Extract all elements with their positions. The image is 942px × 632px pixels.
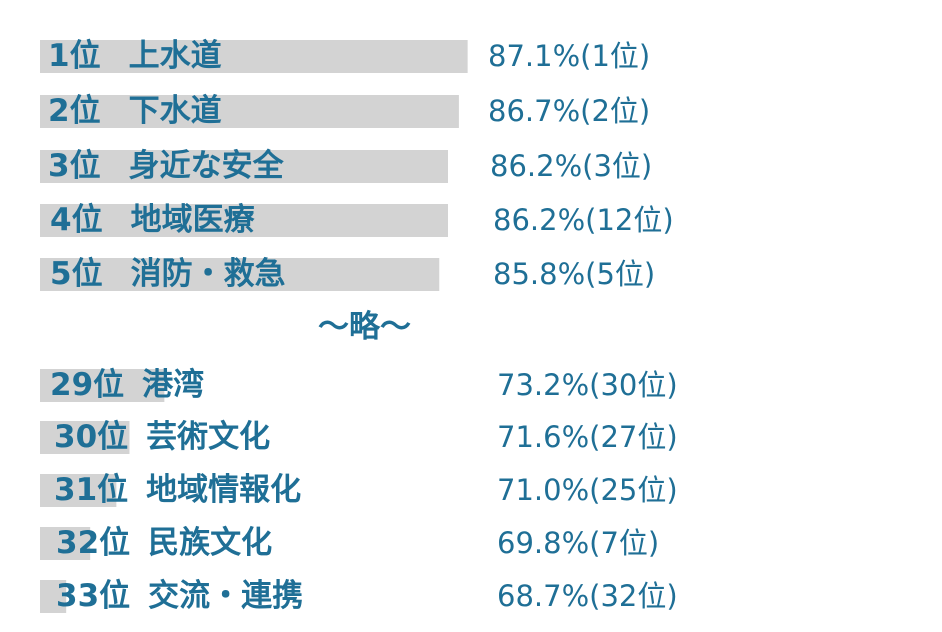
value-label-1: 87.1%(1位): [488, 39, 651, 73]
item-name: 交流・連携: [148, 578, 304, 614]
rank-label: 29位: [50, 367, 125, 403]
item-name: 身近な安全: [128, 148, 284, 184]
row-label-5: 5位 消防・救急: [50, 259, 286, 290]
rank-label: 30位: [54, 419, 129, 455]
value-label-9: 69.8%(7位): [497, 526, 660, 560]
item-name: 下水道: [128, 93, 222, 129]
bar-3: [40, 150, 448, 183]
row-label-6: 29位 港湾: [50, 370, 204, 401]
value-label-10: 68.7%(32位): [497, 579, 678, 613]
row-label-8: 31位 地域情報化: [54, 475, 301, 506]
value-label-8: 71.0%(25位): [497, 473, 678, 507]
row-label-3: 3位 身近な安全: [48, 151, 284, 182]
bar-10: [40, 580, 67, 613]
rank-label: 5位: [50, 256, 103, 292]
value-label-2: 86.7%(2位): [488, 94, 651, 128]
item-name: 民族文化: [148, 525, 273, 561]
value-label-7: 71.6%(27位): [497, 420, 678, 454]
bar-7: [40, 421, 130, 454]
value-label-3: 86.2%(3位): [490, 149, 653, 183]
bar-9: [40, 527, 91, 560]
bar-2: [40, 95, 459, 128]
rank-label: 31位: [54, 472, 129, 508]
item-name: 地域医療: [130, 202, 255, 238]
row-label-1: 1位 上水道: [48, 41, 222, 72]
bar-1: [40, 40, 468, 73]
item-name: 消防・救急: [130, 256, 286, 292]
item-name: 芸術文化: [146, 419, 271, 455]
item-name: 地域情報化: [146, 472, 302, 508]
rank-label: 4位: [50, 202, 103, 238]
bar-4: [40, 204, 448, 237]
bar-5: [40, 258, 440, 291]
rank-label: 32位: [56, 525, 131, 561]
value-label-5: 85.8%(5位): [493, 257, 656, 291]
rank-label: 3位: [48, 148, 101, 184]
row-label-7: 30位 芸術文化: [54, 422, 270, 453]
value-label-4: 86.2%(12位): [493, 203, 674, 237]
rank-label: 1位: [48, 38, 101, 74]
item-name: 港湾: [142, 367, 205, 403]
rank-label: 33位: [56, 578, 131, 614]
row-label-2: 2位 下水道: [48, 96, 222, 127]
rank-label: 2位: [48, 93, 101, 129]
value-label-6: 73.2%(30位): [497, 368, 678, 402]
item-name: 上水道: [128, 38, 222, 74]
bar-8: [40, 474, 117, 507]
omission-separator: ～略～: [318, 309, 411, 345]
row-label-4: 4位 地域医療: [50, 205, 255, 236]
row-label-9: 32位 民族文化: [56, 528, 272, 559]
bar-6: [40, 369, 165, 402]
row-label-10: 33位 交流・連携: [56, 581, 303, 612]
